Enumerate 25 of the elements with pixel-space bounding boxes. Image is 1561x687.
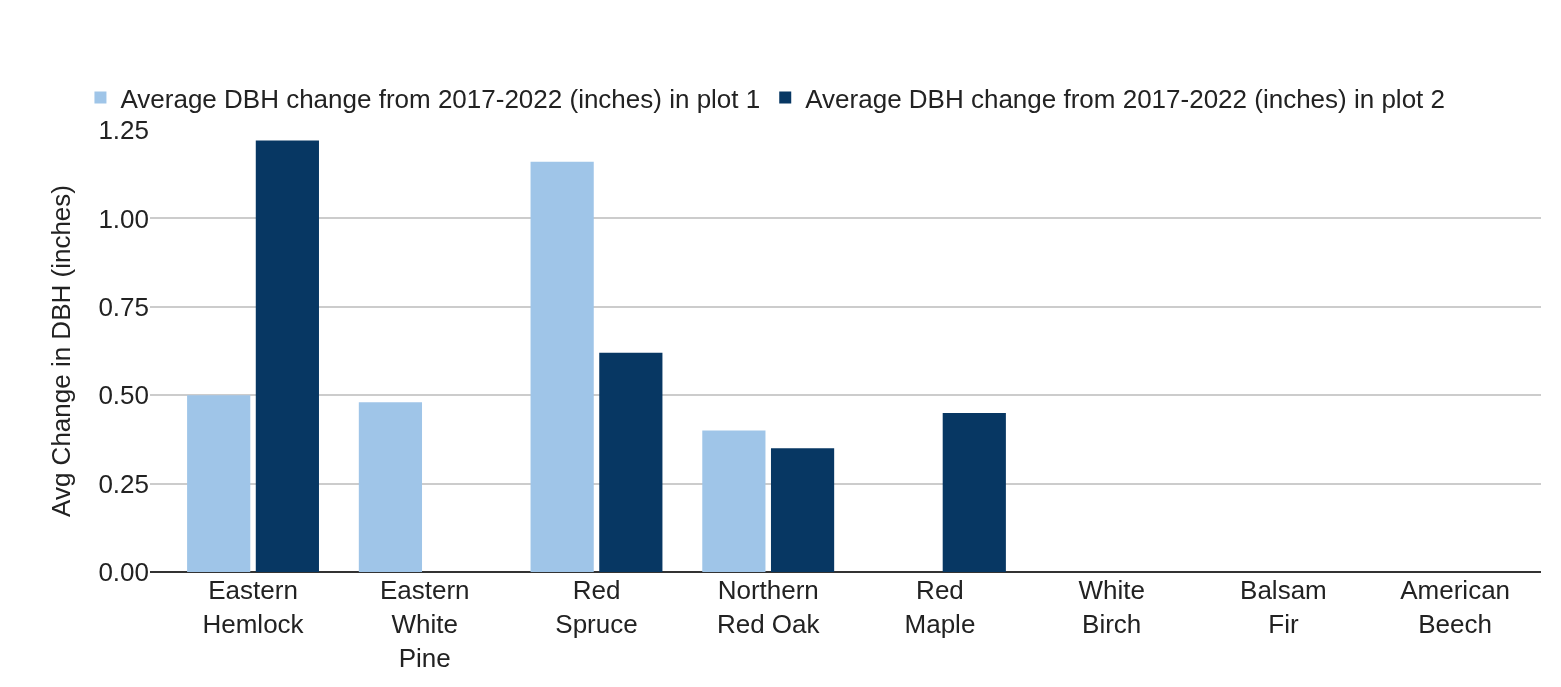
x-tick-label: Red Maple	[904, 575, 976, 639]
y-tick-label: 1.25	[98, 115, 149, 146]
y-tick-label: 0.25	[98, 468, 149, 499]
bar	[530, 161, 594, 572]
x-tick-label: Red Spruce	[555, 575, 638, 639]
bar	[358, 402, 423, 572]
x-tick-label: Balsam Fir	[1240, 575, 1327, 639]
y-tick-label: 0.50	[98, 380, 149, 411]
legend-label: Average DBH change from 2017-2022 (inches) in plot 2	[805, 83, 1446, 114]
y-axis-title: Avg Change in DBH (inches)	[45, 185, 76, 517]
x-tick-label: American Beech	[1400, 575, 1511, 639]
y-tick-label: 1.00	[98, 203, 149, 234]
bar	[255, 140, 319, 572]
bar	[942, 412, 1006, 572]
x-tick-label: Eastern White Pine	[379, 575, 470, 673]
bar	[187, 395, 251, 572]
bar	[599, 352, 663, 572]
x-tick-label: Northern Red Oak	[716, 575, 821, 639]
bar	[770, 448, 835, 572]
x-tick-label: White Birch	[1078, 575, 1145, 639]
y-tick-label: 0.75	[98, 291, 149, 322]
legend-label: Average DBH change from 2017-2022 (inches) in plot 1	[120, 83, 761, 114]
x-tick-label: Eastern Hemlock	[202, 575, 305, 639]
bar	[702, 430, 766, 572]
y-tick-label: 0.00	[98, 557, 149, 588]
